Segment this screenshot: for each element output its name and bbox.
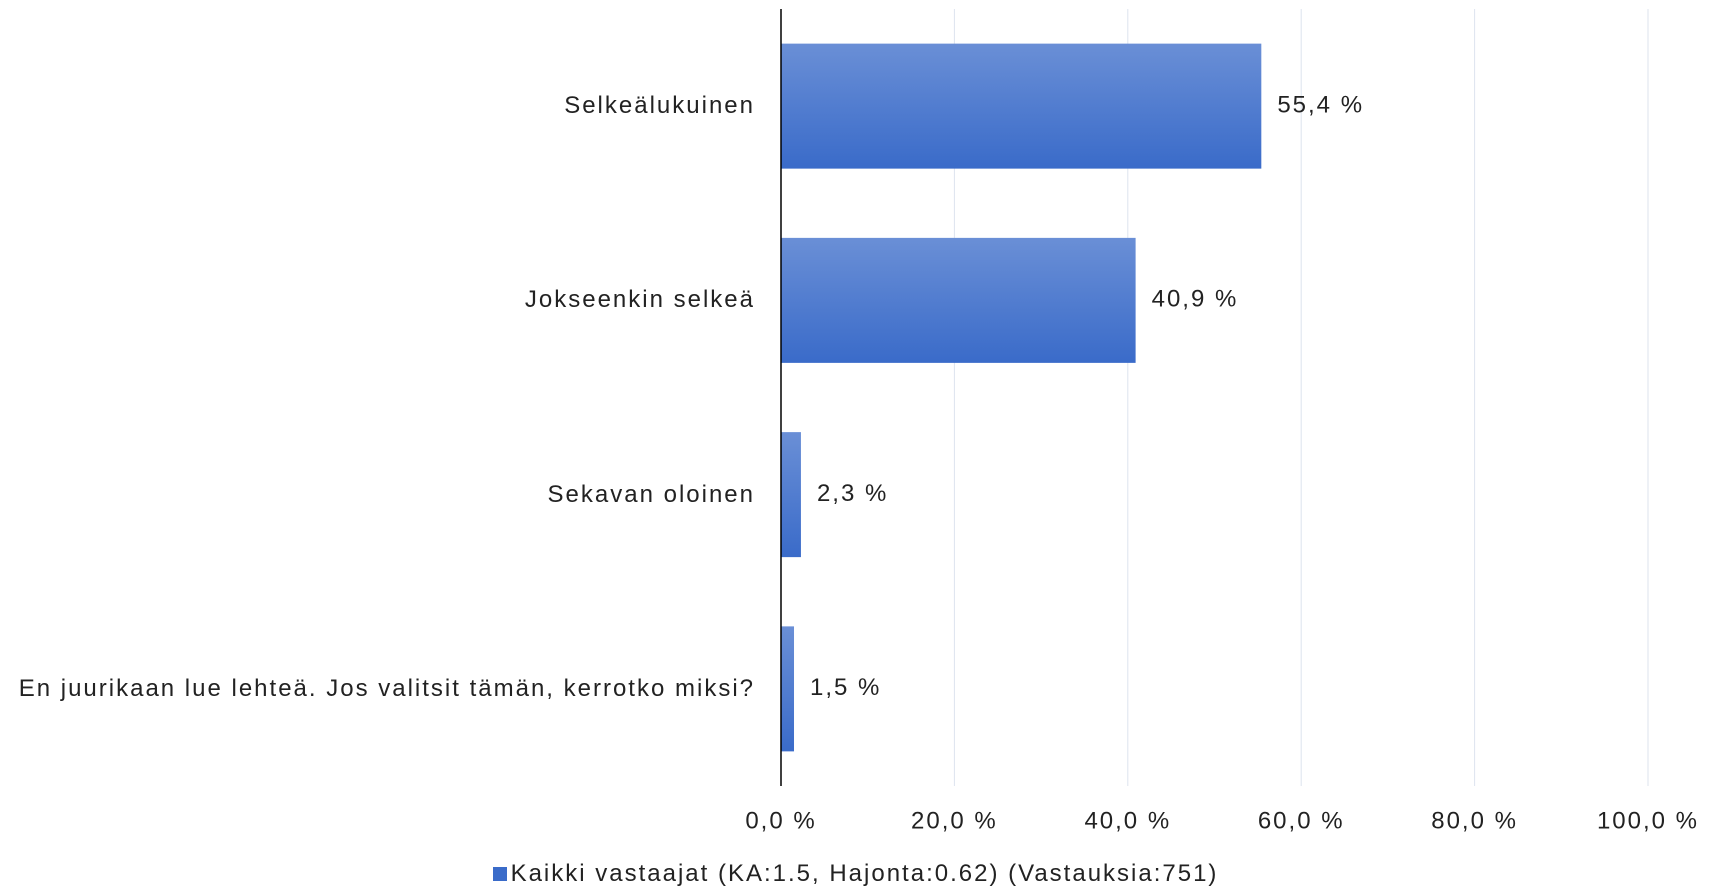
category-label: Sekavan oloinen: [547, 480, 755, 508]
category-label-box: En juurikaan lue lehteä. Jos valitsit tä…: [10, 649, 755, 729]
value-label: 55,4 %: [1277, 91, 1364, 118]
category-label: Selkeälukuinen: [564, 92, 755, 120]
category-label-box: Selkeälukuinen: [10, 66, 755, 146]
x-tick-label: 60,0 %: [1258, 807, 1345, 834]
category-label: En juurikaan lue lehteä. Jos valitsit tä…: [18, 674, 755, 702]
bar: [781, 237, 1136, 363]
value-label: 40,9 %: [1152, 286, 1239, 313]
bar: [781, 43, 1262, 169]
bar: [781, 626, 795, 752]
category-label-box: Jokseenkin selkeä: [10, 260, 755, 340]
category-label-box: Sekavan oloinen: [10, 455, 755, 535]
x-tick-label: 40,0 %: [1084, 807, 1171, 834]
value-label: 2,3 %: [817, 480, 888, 507]
legend-swatch: [492, 867, 507, 881]
legend: Kaikki vastaajat (KA:1.5, Hajonta:0.62) …: [0, 860, 1711, 888]
value-label: 1,5 %: [810, 674, 881, 701]
x-tick-label: 100,0 %: [1597, 807, 1699, 834]
x-tick-label: 80,0 %: [1431, 807, 1518, 834]
bar: [781, 432, 801, 558]
legend-label: Kaikki vastaajat (KA:1.5, Hajonta:0.62) …: [510, 860, 1219, 887]
category-label: Jokseenkin selkeä: [524, 286, 755, 314]
x-tick-label: 20,0 %: [911, 807, 998, 834]
x-tick-label: 0,0 %: [745, 807, 816, 834]
